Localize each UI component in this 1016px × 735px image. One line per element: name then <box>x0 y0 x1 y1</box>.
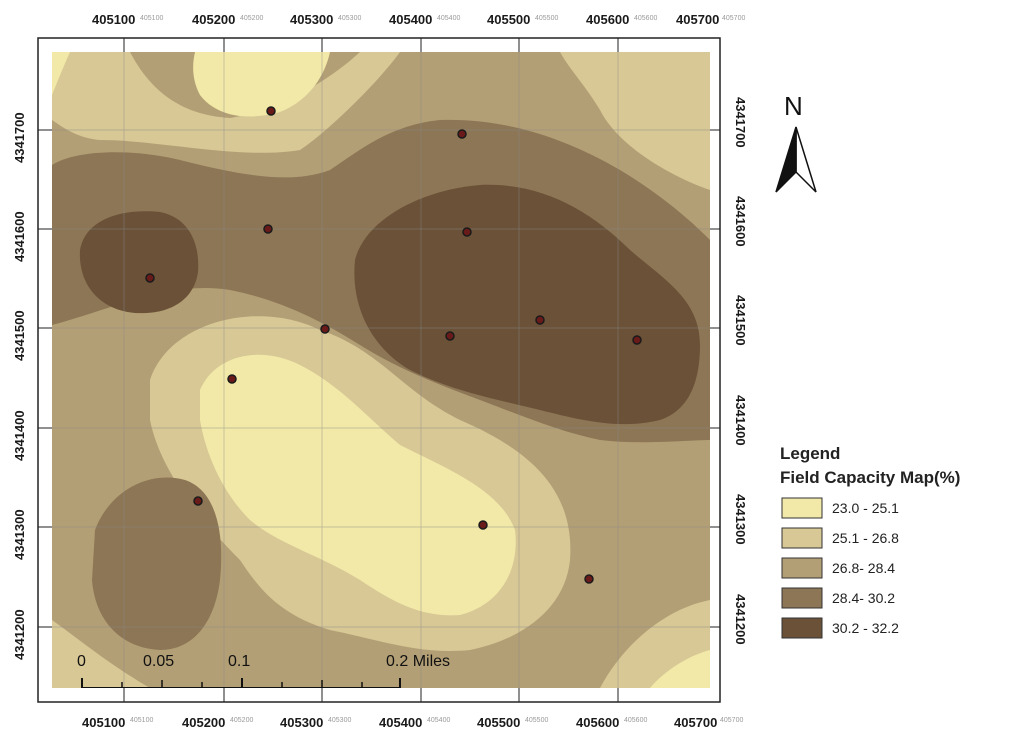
sample-point <box>445 331 455 341</box>
sample-point <box>535 315 545 325</box>
zone-23-0-25-1-top <box>193 52 330 117</box>
x-axis-top-labels: 405100 405200 405300 405400 405500 40560… <box>92 12 745 27</box>
x-tick-bottom: 405100 <box>82 715 125 730</box>
sample-point <box>462 227 472 237</box>
scale-bar <box>81 678 401 688</box>
y-tick-left: 4341500 <box>12 310 27 361</box>
x-tick-bottom-ghost: 405600 <box>624 717 647 724</box>
map-body <box>52 52 710 688</box>
x-tick-bottom-ghost: 405700 <box>720 717 743 724</box>
x-tick-bottom-ghost: 405200 <box>230 717 253 724</box>
y-tick-left: 4341400 <box>12 410 27 461</box>
x-tick-top-ghost: 405200 <box>240 15 263 22</box>
x-tick-top-ghost: 405300 <box>338 15 361 22</box>
sample-point <box>478 520 488 530</box>
legend-subtitle: Field Capacity Map(%) <box>780 468 960 487</box>
x-tick-bottom-ghost: 405400 <box>427 717 450 724</box>
legend-title: Legend <box>780 444 840 463</box>
scale-label-0-1: 0.1 <box>228 653 250 670</box>
x-tick-bottom: 405300 <box>280 715 323 730</box>
y-tick-right: 4341400 <box>733 395 748 446</box>
sample-point <box>320 324 330 334</box>
zone-25-1-26-8-bottom-left <box>52 620 150 688</box>
sample-point <box>632 335 642 345</box>
x-tick-bottom: 405700 <box>674 715 717 730</box>
sample-points <box>145 106 642 584</box>
legend-swatch <box>781 527 823 549</box>
sample-point <box>584 574 594 584</box>
x-tick-bottom-ghost: 405100 <box>130 717 153 724</box>
zone-23-0-25-1-top-left <box>52 52 70 95</box>
legend-label: 23.0 - 25.1 <box>832 500 899 516</box>
legend-label: 26.8- 28.4 <box>832 560 895 576</box>
graticule <box>52 52 710 688</box>
zone-23-0-25-1-bottom-right <box>650 650 710 688</box>
x-axis-bottom-labels: 405100 405200 405300 405400 405500 40560… <box>82 715 743 730</box>
x-tick-bottom-ghost: 405500 <box>525 717 548 724</box>
north-label: N <box>784 91 803 121</box>
x-tick-bottom-ghost: 405300 <box>328 717 351 724</box>
x-tick-top: 405200 <box>192 12 235 27</box>
zone-23-0-25-1-center <box>200 354 516 616</box>
sample-point <box>227 374 237 384</box>
legend-label: 28.4- 30.2 <box>832 590 895 606</box>
x-tick-bottom: 405200 <box>182 715 225 730</box>
x-tick-bottom: 405400 <box>379 715 422 730</box>
zone-25-1-26-8-top-right <box>560 52 710 190</box>
x-tick-bottom: 405500 <box>477 715 520 730</box>
y-tick-right: 4341500 <box>733 295 748 346</box>
x-tick-top-ghost: 405700 <box>722 15 745 22</box>
x-tick-top: 405500 <box>487 12 530 27</box>
legend: Legend Field Capacity Map(%) 23.0 - 25.1… <box>780 444 960 639</box>
legend-swatch <box>781 587 823 609</box>
y-tick-right: 4341200 <box>733 594 748 645</box>
x-tick-top: 405400 <box>389 12 432 27</box>
legend-swatch <box>781 617 823 639</box>
frame-ticks <box>38 38 720 702</box>
north-arrow-icon: N <box>775 91 817 193</box>
sample-point <box>145 273 155 283</box>
legend-swatch <box>781 497 823 519</box>
legend-label: 25.1 - 26.8 <box>832 530 899 546</box>
y-tick-left: 4341600 <box>12 211 27 262</box>
scale-label-0: 0 <box>77 653 86 670</box>
x-tick-top: 405300 <box>290 12 333 27</box>
legend-label: 30.2 - 32.2 <box>832 620 899 636</box>
scale-label-0-2-miles: 0.2 Miles <box>386 653 450 670</box>
x-tick-top-ghost: 405400 <box>437 15 460 22</box>
y-tick-right: 4341600 <box>733 196 748 247</box>
sample-point <box>266 106 276 116</box>
y-tick-left: 4341200 <box>12 609 27 660</box>
zone-30-2-32-2-right <box>354 184 700 425</box>
x-tick-top-ghost: 405100 <box>140 15 163 22</box>
y-tick-right: 4341700 <box>733 97 748 148</box>
y-tick-right: 4341300 <box>733 494 748 545</box>
y-tick-left: 4341300 <box>12 509 27 560</box>
zone-25-1-26-8-top-left <box>52 52 400 153</box>
sample-point <box>263 224 273 234</box>
zone-30-2-32-2-left <box>79 211 199 314</box>
sample-point <box>457 129 467 139</box>
legend-swatch <box>781 557 823 579</box>
y-axis-right-labels: 4341700 4341600 4341500 4341400 4341300 … <box>733 97 748 645</box>
x-tick-top-ghost: 405500 <box>535 15 558 22</box>
scale-label-0-05: 0.05 <box>143 653 174 670</box>
x-tick-top: 405600 <box>586 12 629 27</box>
x-tick-bottom: 405600 <box>576 715 619 730</box>
y-tick-left: 4341700 <box>12 112 27 163</box>
x-tick-top-ghost: 405600 <box>634 15 657 22</box>
x-tick-top: 405100 <box>92 12 135 27</box>
sample-point <box>193 496 203 506</box>
y-axis-left-labels: 4341700 4341600 4341500 4341400 4341300 … <box>12 112 27 660</box>
x-tick-top: 405700 <box>676 12 719 27</box>
